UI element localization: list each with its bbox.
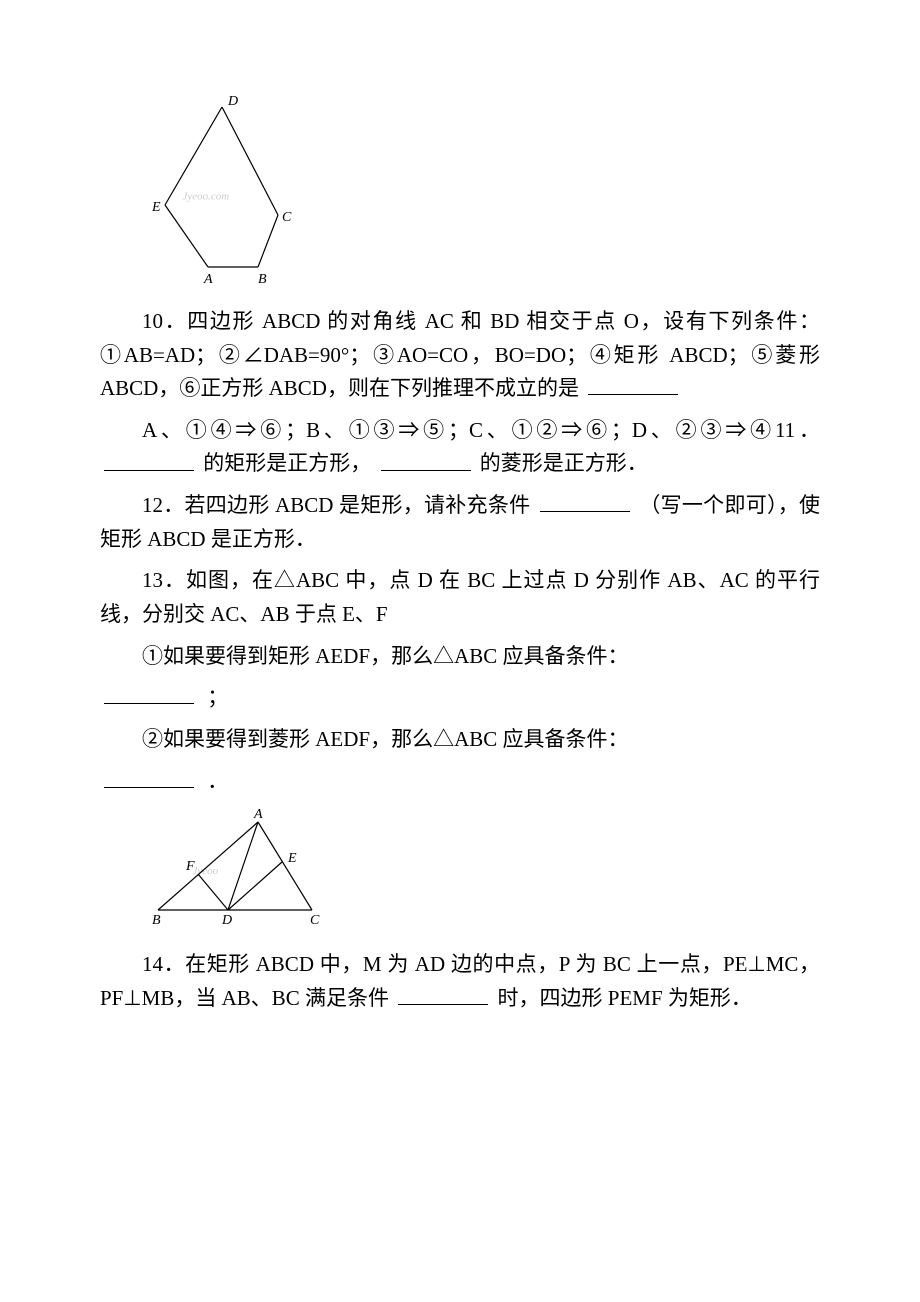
question-13-stem: 13．如图，在△ABC 中，点 D 在 BC 上过点 D 分别作 AB、AC 的… <box>100 564 820 631</box>
q11-mid1: 的矩形是正方形， <box>203 452 371 476</box>
q13-sub2-blank <box>104 765 194 788</box>
q13-sub1-end: ； <box>207 685 228 709</box>
q12-blank <box>540 489 630 512</box>
svg-text:E: E <box>287 851 297 866</box>
svg-text:C: C <box>282 210 292 225</box>
figure-q9-pentagon: Jyeoo.com D E C A B <box>150 95 820 290</box>
question-12: 12．若四边形 ABCD 是矩形，请补充条件 （写一个即可），使矩形 ABCD … <box>100 489 820 556</box>
svg-text:A: A <box>203 272 213 287</box>
q11-mid2: 的菱形是正方形． <box>480 452 648 476</box>
svg-text:E: E <box>151 200 161 215</box>
question-10-options-and-11: A、①④⇒⑥；B、①③⇒⑤；C、①②⇒⑥；D、②③⇒④11． 的矩形是正方形， … <box>100 414 820 481</box>
q13-sub2-end: ． <box>207 769 228 793</box>
question-13-sub1-blank-line: ； <box>100 681 820 715</box>
svg-text:A: A <box>253 808 263 822</box>
svg-text:D: D <box>227 95 238 109</box>
q12-prefix: 12．若四边形 ABCD 是矩形，请补充条件 <box>142 493 530 517</box>
svg-text:D: D <box>221 913 232 928</box>
figure-q13-triangle: Jyeoo A B D C F E <box>150 808 820 933</box>
q11-blank-2 <box>381 447 471 470</box>
q13-line1: 13．如图，在△ABC 中，点 D 在 BC 上过点 D 分别作 AB、AC 的… <box>100 568 820 626</box>
q11-blank-1 <box>104 447 194 470</box>
q14-blank <box>398 982 488 1005</box>
question-13-sub2: ②如果要得到菱形 AEDF，那么△ABC 应具备条件： <box>100 723 820 757</box>
q13-sub1-blank <box>104 681 194 704</box>
svg-text:B: B <box>258 272 267 287</box>
question-13-sub2-blank-line: ． <box>100 765 820 799</box>
question-14: 14．在矩形 ABCD 中，M 为 AD 边的中点，P 为 BC 上一点，PE⊥… <box>100 948 820 1015</box>
q13-sub2-text: ②如果要得到菱形 AEDF，那么△ABC 应具备条件： <box>142 727 629 751</box>
svg-text:Jyeoo: Jyeoo <box>193 865 219 877</box>
figure-svg-1: Jyeoo.com D E C A B <box>150 95 300 290</box>
svg-text:Jyeoo.com: Jyeoo.com <box>183 191 230 203</box>
q10-line1: 10．四边形 ABCD 的对角线 AC 和 BD 相交于点 O，设有下列条件：①… <box>100 309 820 400</box>
q10-options-prefix: A、①④⇒⑥；B、①③⇒⑤；C、①②⇒⑥；D、②③⇒④11． <box>142 418 820 442</box>
question-10-text: 10．四边形 ABCD 的对角线 AC 和 BD 相交于点 O，设有下列条件：①… <box>100 305 820 406</box>
svg-text:C: C <box>310 913 320 928</box>
figure-svg-2: Jyeoo A B D C F E <box>150 808 330 933</box>
q14-suffix: 时，四边形 PEMF 为矩形． <box>498 986 752 1010</box>
q10-answer-blank <box>588 372 678 395</box>
svg-text:B: B <box>152 913 161 928</box>
question-13-sub1: ①如果要得到矩形 AEDF，那么△ABC 应具备条件： <box>100 640 820 674</box>
svg-text:F: F <box>185 859 195 874</box>
q13-sub1-text: ①如果要得到矩形 AEDF，那么△ABC 应具备条件： <box>142 644 629 668</box>
